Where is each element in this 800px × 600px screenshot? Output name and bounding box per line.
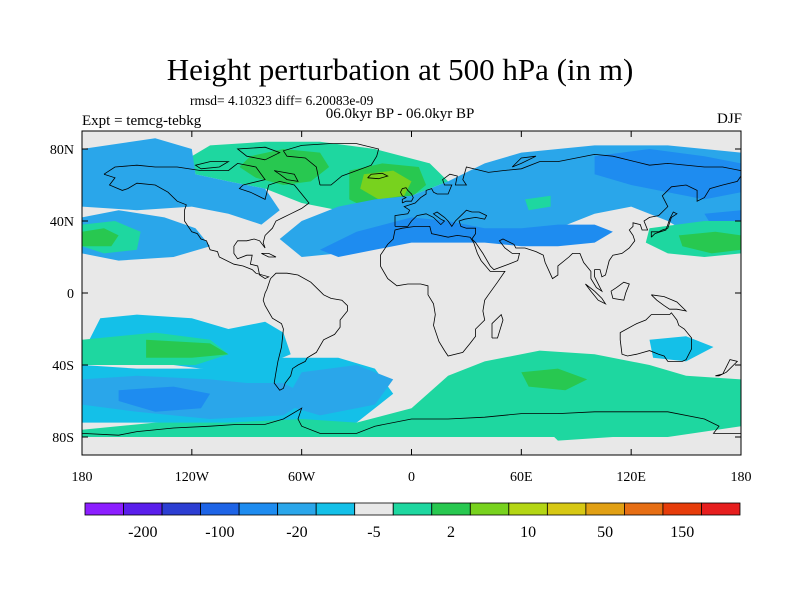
lat-tick-label: 40S xyxy=(52,359,74,374)
colorbar-label: 50 xyxy=(597,524,613,541)
lon-tick-label: 120E xyxy=(616,470,646,485)
colorbar-box xyxy=(123,502,163,516)
coastline xyxy=(282,143,380,186)
coastline xyxy=(261,252,277,258)
lat-tick-label: 0 xyxy=(67,287,74,302)
lat-tick-label: 40N xyxy=(50,215,74,230)
coastline-layer xyxy=(82,143,741,436)
colorbar-box xyxy=(161,502,201,516)
lon-tick-label: 180 xyxy=(72,470,93,485)
colorbar-label: 150 xyxy=(670,524,694,541)
coastline xyxy=(194,161,230,170)
colorbar-label: 2 xyxy=(447,524,455,541)
contour-region-neg2 xyxy=(283,365,394,416)
lon-tick-label: 120W xyxy=(175,470,210,485)
colorbar-box xyxy=(701,502,741,516)
coastline xyxy=(367,172,389,180)
lat-tick-label: 80S xyxy=(52,431,74,446)
season-label: DJF xyxy=(716,111,742,127)
coastline xyxy=(103,162,310,280)
lat-tick-label: 80N xyxy=(50,143,74,158)
rmsd-diff-stats: rmsd= 4.10323 diff= 6.20083e-09 xyxy=(190,93,374,108)
colorbar-label: -200 xyxy=(128,524,157,541)
coastline xyxy=(491,313,504,339)
colorbar-box xyxy=(585,502,625,516)
lon-tick-label: 60E xyxy=(510,470,533,485)
coastline xyxy=(400,187,414,204)
contour-region-pos3 xyxy=(360,170,412,200)
coastline xyxy=(379,225,506,357)
contour-region-pos1 xyxy=(539,422,613,441)
contour-region-neg2 xyxy=(82,138,280,225)
colorbar: -200 -100 -20 -5 2 10 50 150 xyxy=(84,502,741,541)
contour-region-neg3 xyxy=(118,386,211,412)
colorbar-box xyxy=(431,502,471,516)
colorbar-label: 10 xyxy=(520,524,536,541)
lon-tick-label: 180 xyxy=(731,470,752,485)
lon-tick-label: 60W xyxy=(288,470,316,485)
contour-region-neg1 xyxy=(649,336,714,362)
run-label: 06.0kyr BP - 06.0kyr BP xyxy=(325,106,475,122)
coastline xyxy=(273,170,299,182)
colorbar-box xyxy=(469,502,510,516)
coastline xyxy=(511,155,537,168)
lon-tick-label: 0 xyxy=(408,470,415,485)
coastline xyxy=(394,153,741,293)
colorbar-label: -20 xyxy=(286,524,307,541)
colorbar-box xyxy=(662,502,702,516)
colorbar-box xyxy=(624,502,664,516)
coastline xyxy=(651,294,688,312)
contour-region-pos1 xyxy=(525,195,551,211)
contour-region-neg3 xyxy=(594,149,741,200)
perturbation-fill-layer xyxy=(82,138,741,441)
colorbar-box xyxy=(84,502,124,516)
colorbar-box xyxy=(238,502,279,516)
contour-region-neg3 xyxy=(320,217,613,257)
colorbar-box xyxy=(392,502,433,516)
coastline xyxy=(610,281,630,301)
experiment-label: Expt = temcg-tebkg xyxy=(82,113,202,129)
colorbar-box xyxy=(200,502,240,516)
coastline xyxy=(82,407,741,436)
colorbar-box xyxy=(508,502,548,516)
colorbar-label: -5 xyxy=(367,524,380,541)
coastline xyxy=(619,312,692,362)
colorbar-label: -100 xyxy=(205,524,234,541)
contour-region-pos1 xyxy=(82,350,741,437)
coastline xyxy=(585,283,607,305)
contour-region-pos2 xyxy=(678,231,741,254)
map-title: Height perturbation at 500 hPa (in m) xyxy=(166,52,634,87)
coastline xyxy=(236,146,281,161)
contour-region-pos2 xyxy=(521,368,588,391)
axis-ticks: 80N 40N 0 40S 80S 180 120W 60W 0 60E 120E 180 xyxy=(50,131,752,485)
contour-region-pos2 xyxy=(82,228,119,247)
colorbar-box xyxy=(277,502,317,516)
coastline xyxy=(650,211,678,238)
colorbar-box xyxy=(546,502,587,516)
contour-region-pos2 xyxy=(146,339,229,358)
contour-region-pos2 xyxy=(239,149,330,185)
colorbar-box xyxy=(315,502,356,516)
coastline xyxy=(262,272,348,391)
coastline xyxy=(715,359,739,377)
colorbar-box xyxy=(354,502,394,516)
